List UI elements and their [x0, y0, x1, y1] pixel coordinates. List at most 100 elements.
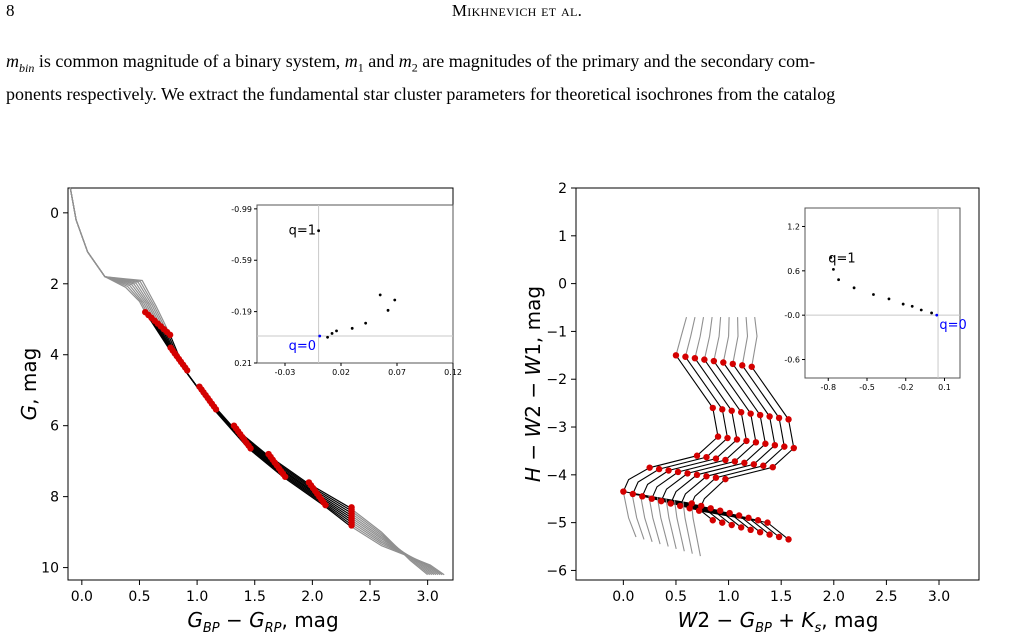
left-x-ticks: 0.0 0.5 1.0 1.5 2.0 2.5 3.0: [71, 580, 439, 605]
binary-marker: [722, 456, 729, 464]
inset-point: [326, 335, 329, 339]
binary-marker: [748, 363, 755, 370]
binary-marker: [620, 488, 627, 495]
isochrone-extension-lower: [648, 495, 661, 545]
m1-symbol: m: [344, 51, 358, 71]
binary-marker: [676, 502, 684, 510]
binary-marker: [762, 440, 769, 447]
body-line1: is common magnitude of a binary system,: [34, 51, 345, 71]
inset-q1-label: q=1: [289, 224, 316, 239]
x-tick-label: 1.5: [244, 589, 266, 605]
y-tick-label: 2: [558, 181, 567, 197]
inset-x-tick-label: -0.5: [859, 383, 875, 392]
binary-marker: [724, 434, 731, 442]
binary-marker: [720, 359, 727, 366]
binary-marker: [790, 444, 798, 452]
inset-point: [386, 308, 390, 312]
binary-marker: [747, 410, 754, 417]
and-text: and: [363, 51, 399, 71]
inset-point: [910, 304, 914, 308]
body-line1-tail: are magnitudes of the primary and the se…: [417, 51, 816, 71]
isochrone-extension-upper: [703, 317, 713, 360]
isochrone-extension-upper: [69, 187, 171, 336]
binary-marker: [693, 471, 701, 479]
binary-marker: [688, 500, 695, 507]
binary-marker: [212, 406, 220, 413]
inset-y-tick-label: -0.59: [231, 256, 252, 265]
binary-marker: [665, 467, 672, 474]
page-number: 8: [6, 1, 15, 20]
x-tick-label: 1.5: [770, 589, 792, 605]
isochrone-extension-upper: [675, 316, 688, 356]
isochrone-extension-lower: [631, 492, 645, 540]
inset-point: [919, 308, 923, 312]
binary-marker: [756, 411, 764, 419]
binary-marker: [728, 521, 735, 529]
isochrone-extension-lower: [665, 498, 677, 550]
binary-marker: [714, 433, 722, 440]
inset-point: [887, 297, 891, 301]
binary-marker: [658, 497, 665, 505]
binary-marker: [684, 470, 691, 477]
right-inset-frame: [804, 207, 961, 379]
y-tick-label: 8: [50, 490, 59, 506]
inset-q0-label: q=0: [939, 318, 966, 333]
inset-y-tick-label: 0.21: [234, 359, 252, 368]
isochrone-extension-lower: [348, 524, 445, 576]
inset-y-tick-label: -0.99: [231, 205, 252, 214]
binary-marker: [682, 353, 689, 360]
left-cmd-chart: 0.0 0.5 1.0 1.5 2.0 2.5 3.0 0 2 4 6 8 10 GBP − GRP,…: [17, 187, 462, 636]
isochrone-extension-upper: [751, 317, 758, 367]
binary-marker: [712, 455, 720, 462]
inset-y-tick-label: -0.6: [784, 356, 800, 365]
inset-x-tick-label: -0.2: [898, 383, 914, 392]
binary-marker: [686, 505, 693, 512]
left-inset-scatter: -0.03 0.02 0.07 0.12 -0.99 -0.59 -0.19 0.21 q=1 q…: [231, 205, 462, 377]
body-paragraph: mbin is common magnitude of a binary sys…: [6, 48, 1030, 107]
inset-q1-label: q=1: [828, 252, 855, 267]
inset-point: [378, 293, 382, 297]
y-tick-label: 6: [50, 419, 59, 435]
isochrone-extension-upper: [684, 316, 696, 357]
x-tick-label: 3.0: [928, 589, 950, 605]
binary-marker: [629, 490, 637, 498]
body-line2: ponents respectively. We extract the fun…: [6, 83, 836, 104]
binary-marker: [709, 517, 716, 524]
inset-x-tick-label: -0.8: [820, 383, 836, 392]
binary-marker: [348, 522, 355, 529]
right-y-axis-label: H − W2 − W1, mag: [521, 286, 545, 482]
isochrone-extension-lower: [673, 500, 685, 552]
binary-marker: [639, 493, 646, 500]
binary-marker: [674, 468, 682, 476]
y-tick-label: −4: [546, 468, 567, 484]
binary-marker: [691, 354, 699, 362]
isochrone-extension-lower: [622, 491, 637, 538]
isochrone-line: [622, 354, 719, 521]
binary-marker: [737, 524, 745, 531]
binary-marker: [728, 407, 735, 414]
left-y-axis-label: G, mag: [17, 348, 41, 421]
left-x-axis-label: GBP − GRP, mag: [187, 608, 338, 636]
y-tick-label: 0: [50, 206, 59, 222]
y-tick-label: −1: [546, 324, 567, 340]
inset-point: [901, 302, 905, 306]
inset-x-tick-label: 0.1: [938, 383, 951, 392]
inset-point: [330, 332, 334, 335]
binary-marker: [701, 356, 708, 363]
inset-point: [852, 286, 856, 290]
binary-marker: [760, 462, 767, 469]
binary-marker: [709, 404, 716, 412]
right-inset-scatter: -0.8 -0.5 -0.2 0.1 1.2 0.6 -0.0 -0.6 q=1 q=0: [784, 208, 967, 392]
inset-q0-label: q=0: [289, 339, 316, 354]
inset-y-tick-label: -0.19: [231, 308, 252, 317]
x-tick-label: 1.0: [186, 589, 208, 605]
binary-marker: [729, 360, 736, 368]
x-tick-label: 2.0: [301, 589, 323, 605]
binary-marker: [741, 459, 748, 467]
binary-marker: [750, 461, 758, 468]
binary-marker: [722, 475, 729, 483]
x-tick-label: 3.0: [417, 589, 439, 605]
binary-marker: [781, 443, 788, 450]
inset-x-tick-label: 0.12: [444, 368, 462, 377]
